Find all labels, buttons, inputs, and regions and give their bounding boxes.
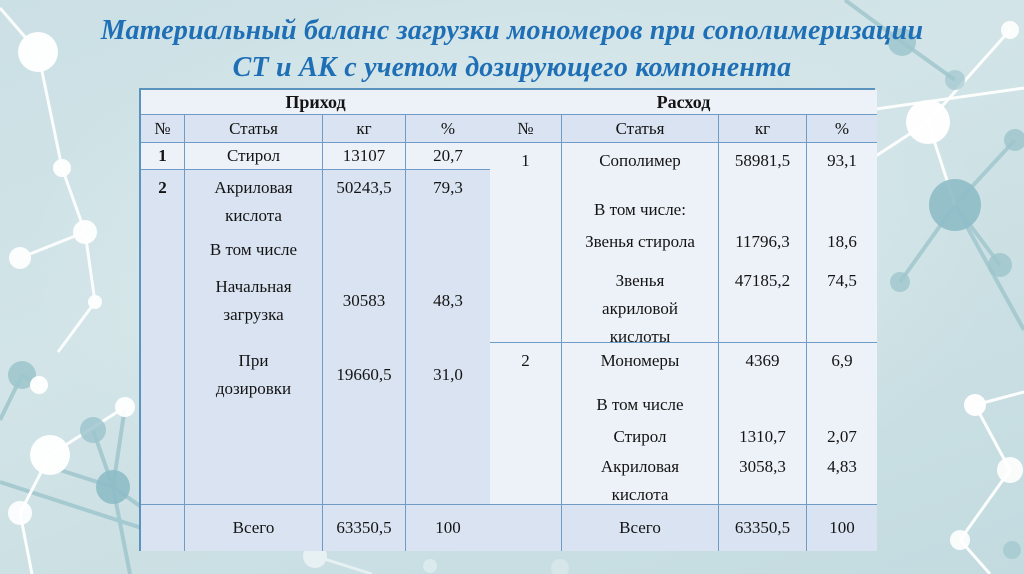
- prihod-row2-note: В том числе: [209, 240, 298, 259]
- rashod-section: Расход № Статья кг % 1 Сополимер В том ч…: [490, 90, 877, 551]
- rashod-row1-num: 1: [521, 151, 530, 170]
- rashod-row2-kg-cell: 4369 1310,7 3058,3: [719, 343, 807, 505]
- rashod-total-label: Всего: [562, 505, 719, 551]
- prihod-row2-pct3: 31,0: [433, 365, 463, 384]
- prihod-row1-kg: 13107: [323, 143, 406, 170]
- title-line-1: Материальный баланс загрузки мономеров п…: [100, 15, 924, 46]
- prihod-total-kg: 63350,5: [323, 505, 406, 551]
- molecule-nodes-top-left: [9, 32, 102, 309]
- rashod-row2-pct-cell: 6,9 2,07 4,83: [807, 343, 877, 505]
- rashod-row1-pct-cell: 93,1 18,6 74,5: [807, 143, 877, 343]
- prihod-row2-item3: При дозировки: [215, 351, 292, 398]
- prihod-row1-item: Стирол: [185, 143, 323, 170]
- prihod-row2-item-cell: Акриловая кислота В том числе Начальная …: [185, 170, 323, 505]
- rashod-row2-kg3: 3058,3: [739, 457, 786, 476]
- rashod-row1-note: В том числе:: [594, 200, 686, 219]
- rashod-col-num: №: [490, 115, 562, 143]
- rashod-row1-item3: Звенья акриловой кислоты: [602, 271, 678, 343]
- prihod-row2-kg3: 19660,5: [336, 365, 392, 384]
- rashod-row1-num-cell: 1: [490, 143, 562, 343]
- rashod-col-item: Статья: [562, 115, 719, 143]
- spacer: [807, 389, 877, 421]
- rashod-row1-pct3: 74,5: [827, 271, 857, 290]
- spacer: [323, 232, 405, 268]
- rashod-header: Расход: [490, 90, 877, 115]
- molecule-cluster-bottom-right: [950, 390, 1024, 574]
- rashod-row1-kg2: 11796,3: [735, 232, 790, 251]
- spacer: [807, 195, 877, 225]
- rashod-row1-item-cell: Сополимер В том числе: Звенья стирола Зв…: [562, 143, 719, 343]
- rashod-row2-item-cell: Мономеры В том числе Стирол Акриловая ки…: [562, 343, 719, 505]
- prihod-col-item: Статья: [185, 115, 323, 143]
- spacer: [406, 232, 490, 268]
- rashod-row1-item2: Звенья стирола: [585, 232, 695, 251]
- prihod-total-num: [141, 505, 185, 551]
- rashod-total-kg: 63350,5: [719, 505, 807, 551]
- spacer: [719, 389, 806, 421]
- material-balance-table: Приход № Статья кг % 1 Стирол 13107 20,7…: [139, 88, 877, 551]
- rashod-row2-kg1: 4369: [745, 351, 780, 370]
- rashod-row1-kg1: 58981,5: [734, 151, 791, 170]
- prihod-col-kg: кг: [323, 115, 406, 143]
- title-line-2: СТ и АК с учетом дозирующего компонента: [232, 52, 792, 83]
- rashod-row2-pct3: 4,83: [827, 457, 857, 476]
- molecule-cluster-bottom-left: [0, 361, 162, 574]
- rashod-row2-pct1: 6,9: [831, 351, 853, 370]
- prihod-col-pct: %: [406, 115, 490, 143]
- rashod-row2-kg2: 1310,7: [739, 427, 786, 446]
- prihod-col-num: №: [141, 115, 185, 143]
- prihod-row2-num: 2: [158, 178, 167, 197]
- rashod-row2-item1: Мономеры: [600, 351, 680, 370]
- rashod-row2-item2: Стирол: [613, 427, 667, 446]
- prihod-row2-num-cell: 2: [141, 170, 185, 505]
- rashod-col-pct: %: [807, 115, 877, 143]
- rashod-row2-pct2: 2,07: [827, 427, 857, 446]
- prihod-row2-kg-cell: 50243,5 30583 19660,5: [323, 170, 406, 505]
- prihod-header: Приход: [141, 90, 490, 115]
- prihod-row2-pct2: 48,3: [433, 291, 463, 310]
- rashod-row1-kg-cell: 58981,5 11796,3 47185,2: [719, 143, 807, 343]
- rashod-total-pct: 100: [807, 505, 877, 551]
- prihod-row2-pct-cell: 79,3 48,3 31,0: [406, 170, 490, 505]
- prihod-row2-item1: Акриловая кислота: [214, 178, 293, 225]
- page-title: Материальный баланс загрузки мономеров п…: [0, 12, 1024, 86]
- prihod-row1-num: 1: [141, 143, 185, 170]
- rashod-row1-kg3: 47185,2: [734, 271, 791, 290]
- prihod-row2-kg1: 50243,5: [336, 178, 392, 197]
- rashod-row2-note: В том числе: [596, 395, 684, 414]
- rashod-col-kg: кг: [719, 115, 807, 143]
- rashod-row2-num: 2: [521, 351, 530, 370]
- prihod-row2-kg2: 30583: [342, 291, 386, 310]
- prihod-total-label: Всего: [185, 505, 323, 551]
- rashod-total-num: [490, 505, 562, 551]
- prihod-row2-pct1: 79,3: [433, 178, 463, 197]
- prihod-row1-pct: 20,7: [406, 143, 490, 170]
- rashod-row1-pct1: 93,1: [827, 151, 857, 170]
- prihod-total-pct: 100: [406, 505, 490, 551]
- rashod-row1-pct2: 18,6: [827, 232, 857, 251]
- prihod-row2-item2: Начальная загрузка: [215, 277, 292, 324]
- rashod-row2-num-cell: 2: [490, 343, 562, 505]
- rashod-row1-item1: Сополимер: [599, 151, 681, 170]
- rashod-row2-item3: Акриловая кислота: [600, 457, 680, 504]
- prihod-section: Приход № Статья кг % 1 Стирол 13107 20,7…: [141, 90, 490, 551]
- spacer: [719, 195, 806, 225]
